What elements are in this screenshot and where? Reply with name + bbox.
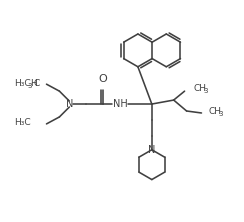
Text: H₃C: H₃C	[14, 79, 31, 88]
Text: NH: NH	[113, 99, 127, 109]
Text: CH: CH	[193, 84, 207, 93]
Text: CH: CH	[208, 107, 222, 117]
Text: O: O	[99, 74, 108, 84]
Text: N: N	[148, 145, 155, 155]
Text: N: N	[66, 99, 73, 109]
Text: 3: 3	[203, 88, 208, 94]
Text: C: C	[33, 79, 40, 88]
Text: 3: 3	[28, 83, 32, 89]
Text: H₃C: H₃C	[14, 118, 31, 127]
Text: H: H	[30, 79, 37, 88]
Text: 3: 3	[218, 111, 223, 117]
